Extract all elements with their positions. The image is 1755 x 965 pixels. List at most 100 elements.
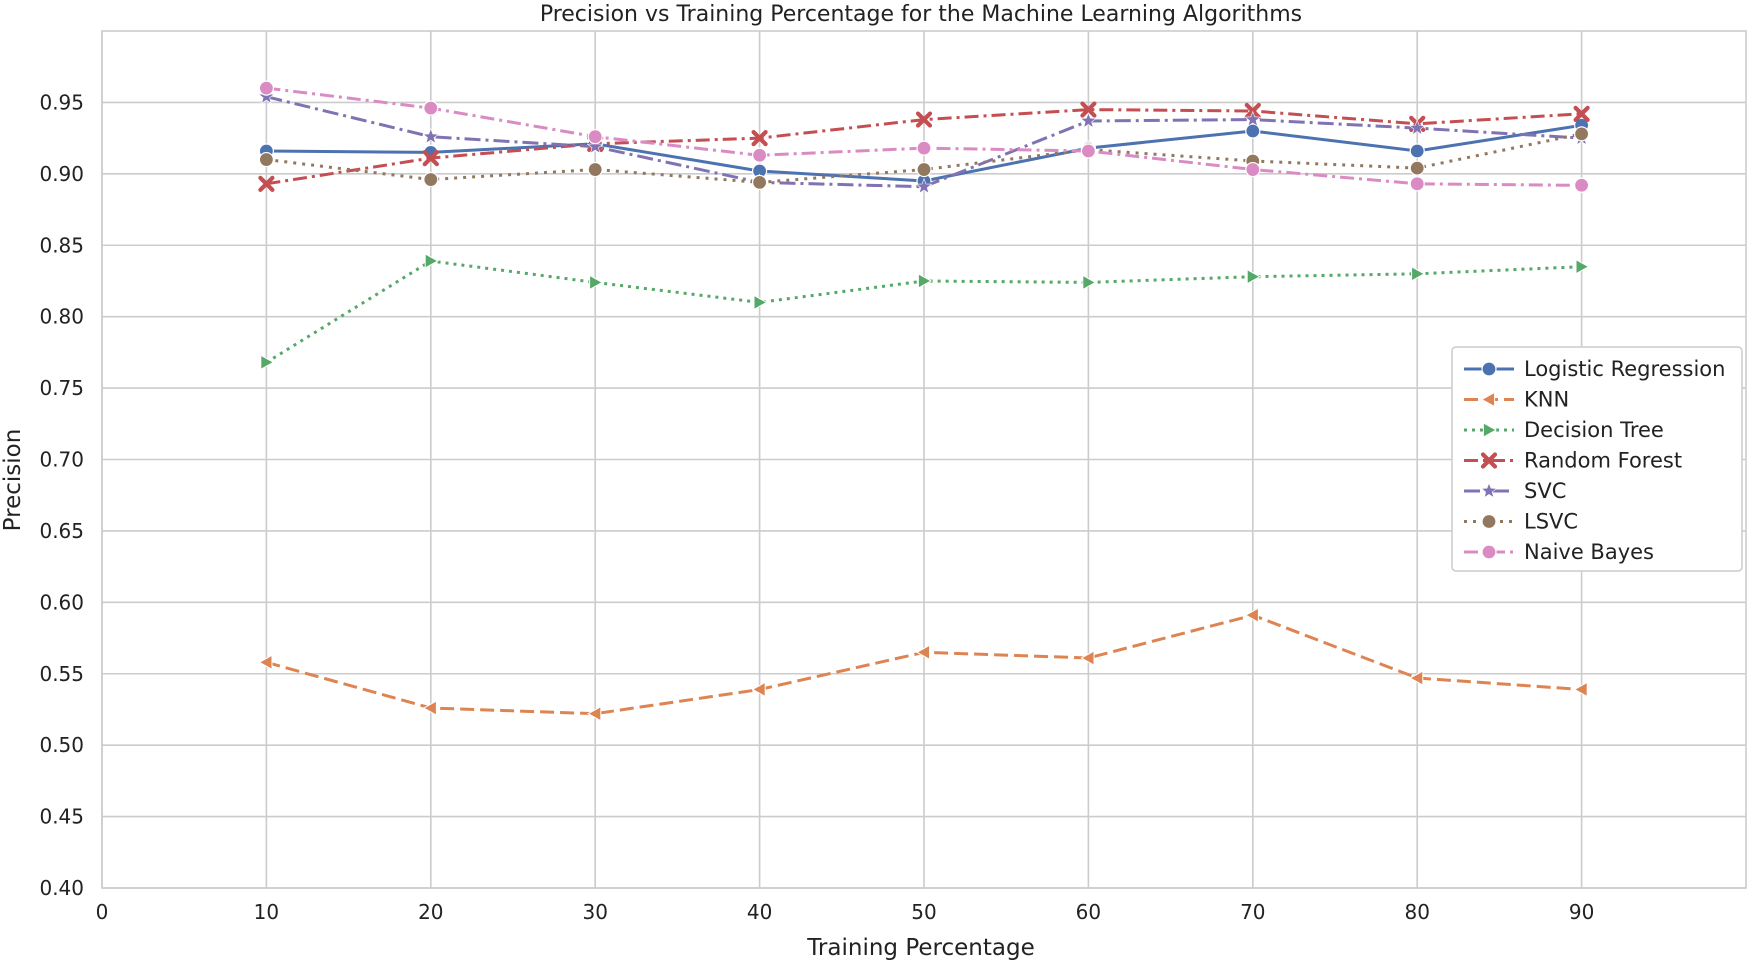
legend-item: Naive Bayes bbox=[1464, 540, 1654, 564]
data-point bbox=[1079, 112, 1097, 129]
data-point bbox=[589, 274, 604, 291]
legend-marker bbox=[1481, 544, 1497, 560]
y-axis-title: Precision bbox=[0, 429, 26, 532]
legend: Logistic Regression KNN Decision Tree Rando… bbox=[1451, 346, 1743, 572]
plot-border bbox=[101, 30, 1747, 889]
data-point bbox=[1080, 143, 1097, 159]
data-point bbox=[1411, 265, 1426, 282]
chart-title: Precision vs Training Percentage for the… bbox=[540, 2, 1302, 27]
data-point bbox=[587, 161, 603, 178]
series-line bbox=[266, 132, 1582, 184]
data-point bbox=[422, 700, 437, 716]
data-point bbox=[258, 654, 273, 671]
data-point bbox=[587, 129, 603, 145]
series-line bbox=[266, 86, 1582, 187]
x-tick-label: 70 bbox=[1240, 900, 1265, 924]
data-point bbox=[1246, 268, 1261, 285]
data-point bbox=[1080, 101, 1097, 118]
x-tick-label: 30 bbox=[582, 900, 607, 924]
data-point bbox=[423, 100, 439, 116]
x-tick-label: 60 bbox=[1076, 900, 1101, 924]
legend-label: SVC bbox=[1524, 479, 1566, 503]
series-line bbox=[266, 95, 1582, 189]
data-point bbox=[1573, 105, 1590, 122]
data-point bbox=[1409, 670, 1424, 686]
data-point bbox=[1409, 176, 1425, 192]
y-tick-label: 0.95 bbox=[39, 90, 84, 114]
legend-marker bbox=[1480, 482, 1498, 499]
data-point bbox=[1245, 161, 1261, 178]
data-point bbox=[1573, 177, 1590, 193]
data-point bbox=[751, 174, 768, 191]
x-tick-label: 20 bbox=[418, 900, 443, 924]
data-point bbox=[915, 177, 933, 194]
y-tick-label: 0.80 bbox=[39, 305, 84, 329]
data-point bbox=[587, 705, 602, 722]
data-point bbox=[586, 137, 604, 154]
legend-item: Random Forest bbox=[1464, 449, 1682, 473]
y-tick-label: 0.90 bbox=[39, 162, 84, 186]
x-tick-label: 0 bbox=[96, 900, 109, 924]
legend-label: Logistic Regression bbox=[1524, 357, 1725, 381]
series-decision-tree bbox=[260, 253, 1590, 371]
legend-item: Decision Tree bbox=[1464, 418, 1664, 442]
data-point bbox=[1244, 607, 1259, 624]
legend-marker bbox=[1480, 391, 1496, 408]
data-point bbox=[1082, 274, 1097, 291]
data-point bbox=[258, 80, 274, 96]
y-tick-label: 0.70 bbox=[39, 448, 84, 472]
data-point bbox=[751, 130, 768, 147]
x-tick-label: 90 bbox=[1569, 900, 1594, 924]
data-point bbox=[423, 171, 439, 188]
y-tick-label: 0.75 bbox=[39, 376, 84, 400]
plot-frame bbox=[101, 30, 1747, 889]
data-point bbox=[1575, 258, 1590, 275]
legend-marker bbox=[1480, 452, 1498, 469]
x-axis-title: Training Percentage bbox=[806, 935, 1034, 961]
legend-marker bbox=[1481, 361, 1497, 377]
data-point bbox=[916, 161, 932, 178]
series-naive-bayes bbox=[258, 80, 1590, 193]
tick-labels: 0 10 20 30 40 50 60 70 80 90 0.40 0.45 0.50 0.55 0.60 0… bbox=[39, 90, 1594, 924]
data-point bbox=[258, 151, 274, 168]
legend-marker bbox=[1481, 513, 1497, 530]
legend-item: Logistic Regression bbox=[1464, 357, 1725, 381]
x-tick-label: 40 bbox=[747, 900, 772, 924]
data-point bbox=[915, 111, 933, 128]
legend-item: KNN bbox=[1464, 388, 1569, 412]
data-point bbox=[917, 273, 933, 289]
legend-item: LSVC bbox=[1464, 510, 1578, 534]
legend-label: LSVC bbox=[1524, 510, 1578, 534]
legend-box bbox=[1451, 346, 1743, 572]
legend-label: Decision Tree bbox=[1524, 418, 1664, 442]
data-point bbox=[1244, 110, 1262, 127]
data-point bbox=[422, 150, 439, 167]
data-point bbox=[753, 294, 768, 311]
x-tick-label: 80 bbox=[1404, 900, 1429, 924]
legend-label: Random Forest bbox=[1524, 449, 1682, 473]
legend-label: Naive Bayes bbox=[1524, 540, 1654, 564]
data-point bbox=[751, 681, 766, 698]
data-point bbox=[916, 140, 932, 156]
data-point bbox=[424, 253, 439, 269]
y-tick-label: 0.40 bbox=[39, 876, 84, 900]
y-tick-label: 0.55 bbox=[39, 662, 84, 686]
legend-item: SVC bbox=[1464, 479, 1566, 503]
y-tick-label: 0.60 bbox=[39, 590, 84, 614]
legend-label: KNN bbox=[1524, 388, 1569, 412]
data-point bbox=[1409, 143, 1425, 159]
y-tick-label: 0.65 bbox=[39, 519, 84, 543]
series-knn bbox=[258, 607, 1588, 722]
y-tick-label: 0.85 bbox=[39, 233, 84, 257]
data-point bbox=[751, 147, 768, 163]
legend-marker bbox=[1482, 422, 1498, 438]
data-point bbox=[1080, 650, 1095, 666]
x-tick-label: 10 bbox=[254, 900, 279, 924]
data-point bbox=[1408, 119, 1426, 136]
data-point bbox=[422, 127, 440, 144]
series-svc bbox=[257, 87, 1591, 194]
data-point bbox=[915, 644, 931, 661]
y-tick-label: 0.50 bbox=[39, 733, 84, 757]
data-point bbox=[258, 175, 275, 192]
